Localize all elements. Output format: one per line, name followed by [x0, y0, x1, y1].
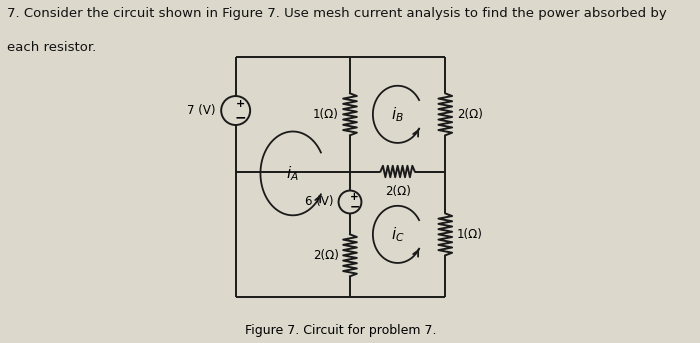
Text: 2(Ω): 2(Ω) [385, 185, 411, 198]
Text: each resistor.: each resistor. [7, 41, 97, 54]
Text: 2(Ω): 2(Ω) [456, 108, 482, 121]
Text: 1(Ω): 1(Ω) [313, 108, 339, 121]
Text: 1(Ω): 1(Ω) [456, 228, 482, 241]
Text: 6 (V): 6 (V) [305, 196, 334, 209]
Text: Figure 7. Circuit for problem 7.: Figure 7. Circuit for problem 7. [245, 324, 436, 337]
Text: 2(Ω): 2(Ω) [313, 249, 339, 262]
Text: +: + [236, 99, 245, 109]
Text: +: + [350, 192, 359, 202]
Text: $i_C$: $i_C$ [391, 225, 405, 244]
Text: $i_B$: $i_B$ [391, 105, 404, 124]
Text: −: − [234, 110, 246, 124]
Text: $i_A$: $i_A$ [286, 164, 299, 183]
Text: −: − [349, 201, 360, 214]
Text: 7. Consider the circuit shown in Figure 7. Use mesh current analysis to find the: 7. Consider the circuit shown in Figure … [7, 7, 666, 20]
Text: 7 (V): 7 (V) [187, 104, 216, 117]
